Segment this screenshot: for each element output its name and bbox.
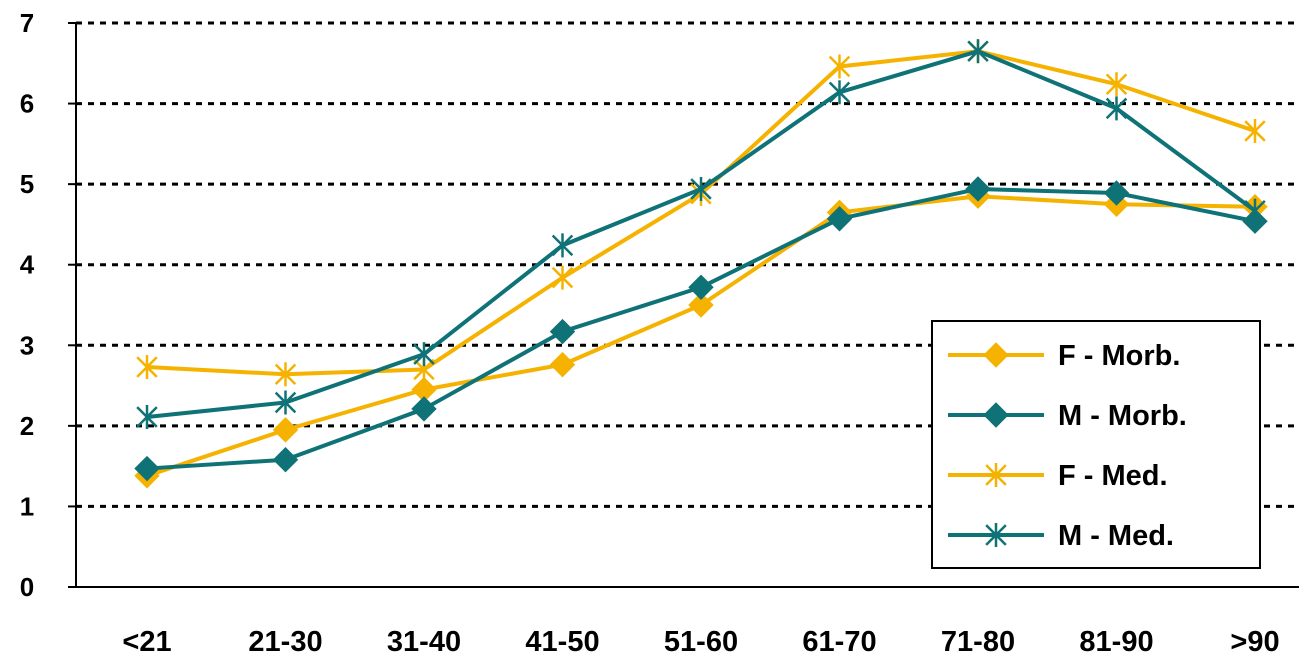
x-category-label: 71-80: [941, 626, 1015, 658]
y-tick-label: 2: [20, 411, 34, 441]
asterisk-marker: [551, 265, 574, 290]
x-category-label: 21-30: [248, 626, 322, 658]
y-tick-label: 1: [20, 491, 34, 521]
asterisk-marker: [1244, 198, 1266, 223]
diamond-marker: [549, 351, 576, 378]
asterisk-marker: [136, 355, 158, 380]
legend-label: F - Med.: [1058, 460, 1168, 492]
asterisk-stroke: [1244, 200, 1266, 222]
asterisk-marker: [828, 80, 851, 105]
asterisk-marker: [828, 54, 851, 79]
x-category-label: 31-40: [387, 626, 461, 658]
asterisk-stroke: [413, 343, 435, 365]
legend: F - Morb. M - Morb. F - Med. M - Med.: [931, 320, 1261, 569]
diamond-marker: [1103, 180, 1130, 206]
diamond-marker: [272, 417, 299, 443]
diamond-marker: [983, 402, 1009, 428]
asterisk-stroke: [136, 356, 158, 378]
asterisk-marker: [985, 523, 1007, 547]
asterisk-stroke: [828, 55, 851, 78]
series-3: [136, 39, 1266, 429]
asterisk-marker: [1105, 96, 1128, 121]
asterisk-stroke: [1244, 120, 1266, 142]
asterisk-marker: [1105, 72, 1128, 97]
asterisk-marker: [551, 233, 574, 258]
x-category-label: 51-60: [664, 626, 738, 658]
x-axis-category-labels: <21 21-30 31-40 41-50 51-60 61-70 71-80 81-90 >9…: [122, 626, 1279, 658]
asterisk-marker: [967, 39, 989, 64]
diamond-marker: [549, 318, 576, 345]
y-tick-label: 0: [20, 572, 34, 602]
diamond-marker: [826, 206, 853, 232]
asterisk-stroke: [690, 178, 712, 200]
asterisk-marker: [690, 176, 712, 201]
asterisk-stroke: [274, 363, 297, 386]
diamond-marker: [983, 342, 1009, 368]
diamond-marker: [134, 455, 160, 482]
y-tick-label: 7: [20, 8, 34, 38]
x-category-label: >90: [1230, 626, 1279, 658]
asterisk-stroke: [828, 81, 851, 104]
diamond-marker: [688, 292, 714, 318]
legend-item: M - Morb.: [948, 400, 1187, 432]
legend-item: F - Morb.: [948, 340, 1180, 372]
asterisk-stroke: [967, 40, 989, 62]
legend-item: F - Med.: [948, 460, 1168, 492]
asterisk-stroke: [551, 266, 574, 289]
diamond-marker: [965, 176, 991, 202]
y-tick-label: 6: [20, 89, 34, 119]
asterisk-marker: [274, 362, 297, 387]
data-series: [134, 39, 1268, 489]
legend-item: M - Med.: [948, 520, 1174, 552]
asterisk-stroke: [1105, 97, 1128, 120]
diamond-marker: [411, 396, 437, 422]
diamond-marker: [272, 446, 299, 473]
asterisk-marker: [413, 342, 435, 367]
asterisk-stroke: [985, 524, 1007, 546]
x-category-label: 41-50: [525, 626, 599, 658]
x-category-label: 81-90: [1079, 626, 1153, 658]
y-tick-label: 5: [20, 169, 34, 199]
legend-label: M - Morb.: [1058, 400, 1187, 432]
asterisk-stroke: [1105, 73, 1128, 95]
x-category-label: 61-70: [802, 626, 876, 658]
y-axis-tick-labels: 0 1 2 3 4 5 6 7: [20, 8, 35, 602]
axes: [68, 22, 1299, 588]
series-1: [134, 176, 1268, 482]
asterisk-stroke: [985, 464, 1007, 486]
asterisk-marker: [985, 463, 1007, 487]
asterisk-marker: [274, 390, 297, 415]
y-tick-label: 3: [20, 330, 34, 360]
legend-label: M - Med.: [1058, 520, 1174, 552]
asterisk-marker: [1244, 118, 1266, 143]
asterisk-stroke: [551, 234, 574, 257]
asterisk-stroke: [413, 358, 435, 381]
diamond-marker: [688, 274, 714, 300]
legend-label: F - Morb.: [1058, 340, 1180, 372]
x-category-label: <21: [122, 626, 171, 658]
asterisk-stroke: [136, 406, 158, 428]
asterisk-marker: [136, 404, 158, 429]
asterisk-stroke: [274, 391, 297, 414]
y-tick-label: 4: [20, 250, 35, 280]
